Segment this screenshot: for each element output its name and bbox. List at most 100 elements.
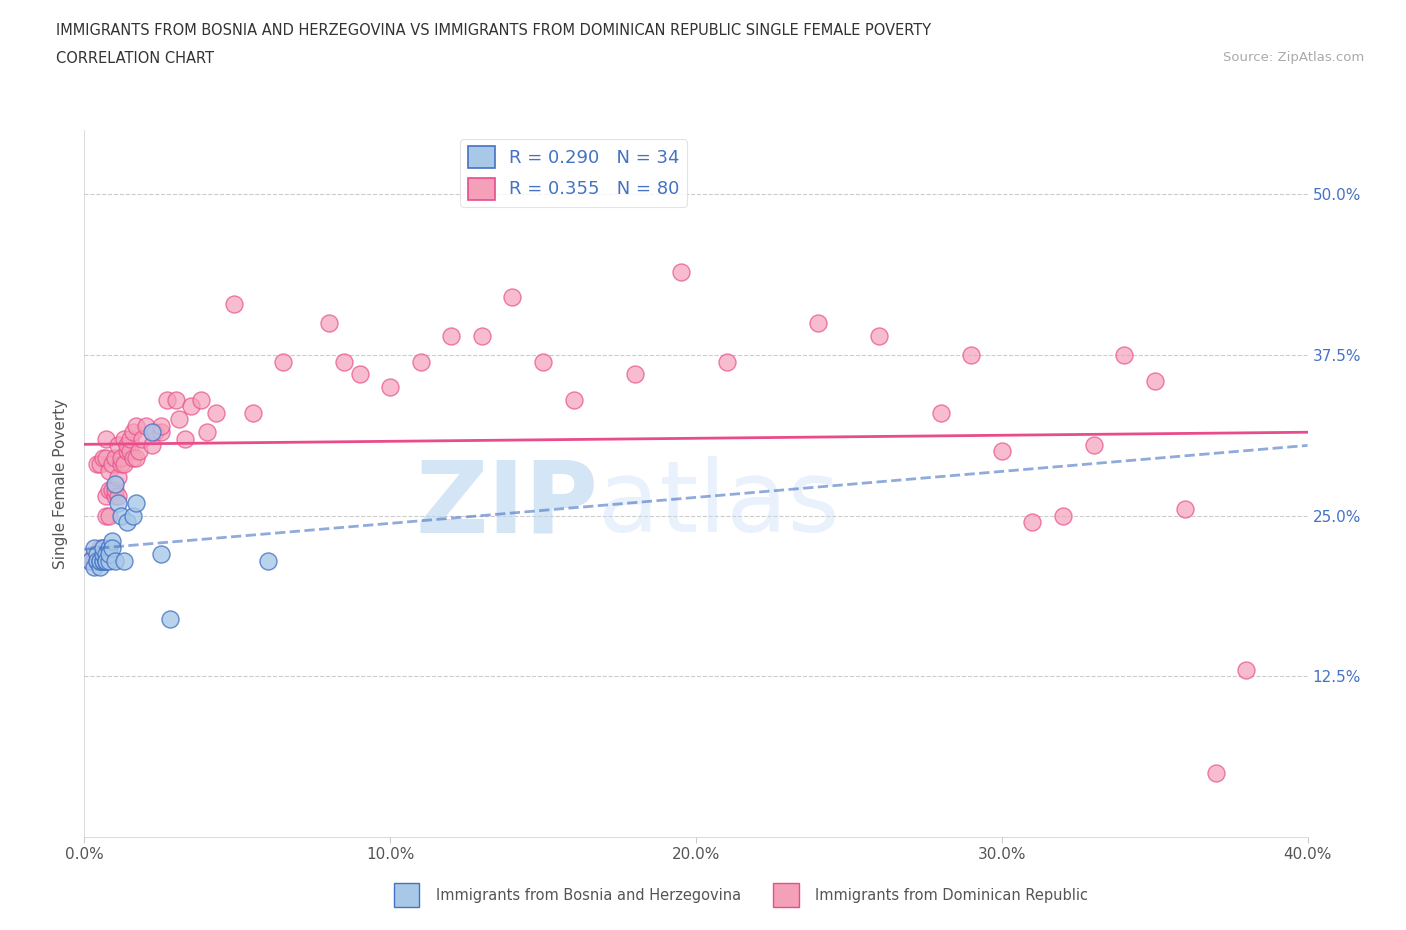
- Point: [86, 547, 108, 562]
- Point: [97, 483, 120, 498]
- Point: [83, 560, 105, 575]
- Point: [97, 509, 120, 524]
- Text: atlas: atlas: [598, 457, 839, 553]
- Point: [960, 348, 983, 363]
- Point: [104, 476, 127, 491]
- Point: [349, 367, 371, 382]
- Point: [97, 463, 120, 478]
- Point: [135, 418, 157, 433]
- Point: [531, 354, 554, 369]
- Point: [97, 540, 120, 555]
- Point: [141, 425, 163, 440]
- Point: [131, 432, 153, 446]
- Point: [91, 553, 114, 568]
- Text: CORRELATION CHART: CORRELATION CHART: [56, 51, 214, 66]
- Point: [165, 392, 187, 407]
- Point: [86, 553, 108, 568]
- Point: [257, 553, 280, 568]
- Point: [115, 514, 138, 529]
- Point: [83, 553, 105, 568]
- Point: [89, 540, 111, 555]
- Point: [143, 425, 166, 440]
- Point: [869, 328, 891, 343]
- Point: [110, 450, 132, 465]
- Point: [991, 444, 1014, 458]
- Point: [318, 315, 340, 330]
- Point: [91, 540, 114, 555]
- Point: [115, 444, 138, 458]
- Point: [94, 509, 117, 524]
- Point: [120, 432, 142, 446]
- Point: [156, 392, 179, 407]
- Point: [1174, 502, 1197, 517]
- Point: [79, 553, 101, 568]
- Point: [104, 483, 127, 498]
- Point: [110, 457, 132, 472]
- Point: [94, 553, 117, 568]
- Point: [86, 553, 108, 568]
- Point: [101, 540, 124, 555]
- Point: [190, 392, 212, 407]
- Point: [159, 611, 181, 626]
- Legend: R = 0.290   N = 34, R = 0.355   N = 80: R = 0.290 N = 34, R = 0.355 N = 80: [460, 140, 688, 206]
- Point: [471, 328, 494, 343]
- Point: [380, 379, 402, 394]
- Point: [94, 553, 117, 568]
- Point: [112, 432, 135, 446]
- Point: [502, 290, 524, 305]
- Point: [94, 450, 117, 465]
- Point: [1052, 509, 1074, 524]
- Point: [89, 457, 111, 472]
- Point: [1143, 373, 1166, 388]
- Text: Immigrants from Bosnia and Herzegovina: Immigrants from Bosnia and Herzegovina: [436, 887, 741, 902]
- Point: [409, 354, 432, 369]
- Point: [107, 489, 129, 504]
- Point: [1205, 765, 1227, 780]
- Point: [224, 297, 246, 312]
- Point: [807, 315, 830, 330]
- Point: [115, 438, 138, 453]
- Point: [716, 354, 738, 369]
- Point: [205, 405, 228, 420]
- Point: [94, 553, 117, 568]
- Point: [91, 450, 114, 465]
- Point: [97, 547, 120, 562]
- Text: Immigrants from Dominican Republic: Immigrants from Dominican Republic: [815, 887, 1088, 902]
- Point: [624, 367, 647, 382]
- Point: [122, 425, 145, 440]
- Point: [122, 450, 145, 465]
- Point: [125, 496, 148, 511]
- Text: ZIP: ZIP: [415, 457, 598, 553]
- Point: [333, 354, 356, 369]
- Point: [104, 553, 127, 568]
- Point: [107, 438, 129, 453]
- Point: [101, 457, 124, 472]
- Point: [149, 547, 172, 562]
- Point: [101, 483, 124, 498]
- Point: [120, 444, 142, 458]
- Point: [94, 547, 117, 562]
- Point: [128, 444, 150, 458]
- Point: [180, 399, 202, 414]
- Point: [83, 547, 105, 562]
- Point: [86, 553, 108, 568]
- Point: [104, 489, 127, 504]
- Point: [1114, 348, 1136, 363]
- Point: [174, 432, 197, 446]
- Point: [89, 553, 111, 568]
- Point: [122, 509, 145, 524]
- Point: [112, 457, 135, 472]
- Point: [562, 392, 585, 407]
- Point: [86, 457, 108, 472]
- Point: [79, 553, 101, 568]
- Point: [94, 489, 117, 504]
- Point: [91, 553, 114, 568]
- Point: [195, 425, 218, 440]
- Text: Source: ZipAtlas.com: Source: ZipAtlas.com: [1223, 51, 1364, 64]
- Point: [669, 264, 692, 279]
- Point: [149, 425, 172, 440]
- Point: [1083, 438, 1105, 453]
- Point: [440, 328, 463, 343]
- Point: [91, 547, 114, 562]
- Point: [271, 354, 294, 369]
